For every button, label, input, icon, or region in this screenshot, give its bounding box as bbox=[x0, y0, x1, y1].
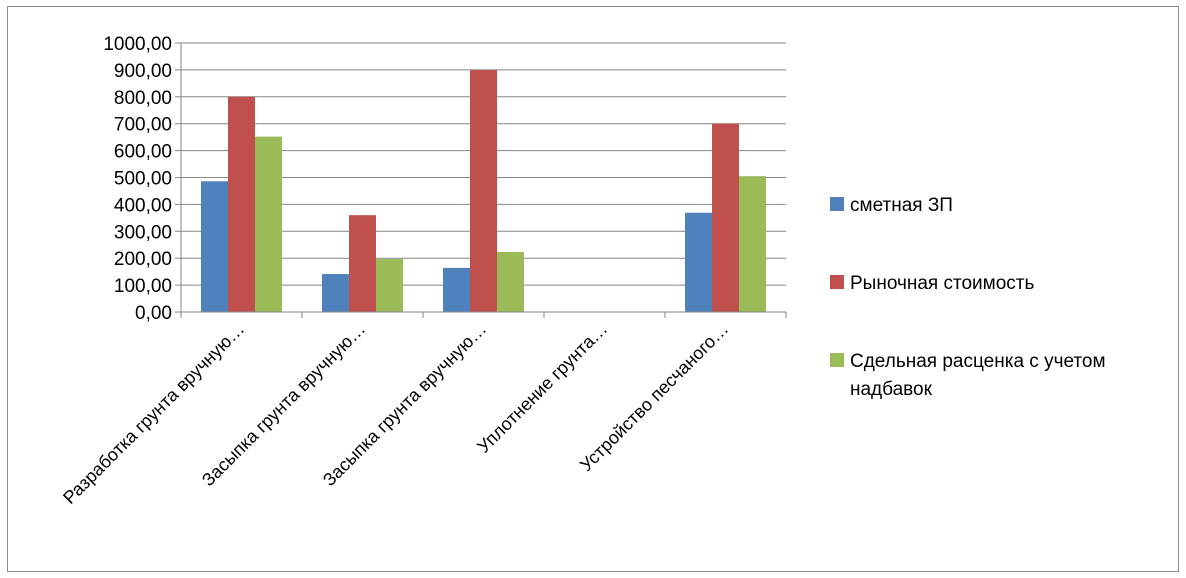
legend-label: сметная ЗП bbox=[850, 195, 953, 216]
bar bbox=[255, 136, 282, 312]
axes bbox=[175, 42, 787, 318]
y-tick-labels: 0,00 100,00 200,00 300,00 400,00 500,00 600,00… bbox=[103, 34, 172, 324]
bar bbox=[497, 252, 524, 312]
bar bbox=[685, 212, 712, 312]
bar bbox=[376, 259, 403, 312]
legend-swatch bbox=[830, 353, 844, 367]
bar bbox=[739, 176, 766, 312]
bar bbox=[443, 267, 470, 312]
legend-label: Сдельная расценка с учетом надбавок bbox=[850, 351, 1106, 400]
y-tick-label: 100,00 bbox=[114, 276, 172, 297]
legend: сметная ЗП Рыночная стоимость Сдельная рас… bbox=[830, 195, 1106, 400]
legend-swatch bbox=[830, 197, 844, 211]
y-tick-label: 400,00 bbox=[114, 195, 172, 216]
y-tick-label: 800,00 bbox=[114, 88, 172, 109]
y-tick-label: 500,00 bbox=[114, 169, 172, 190]
bar bbox=[228, 96, 255, 312]
y-tick-label: 600,00 bbox=[114, 142, 172, 163]
bar bbox=[322, 274, 349, 312]
legend-swatch bbox=[830, 275, 844, 289]
y-tick-label: 200,00 bbox=[114, 249, 172, 270]
y-tick-label: 1000,00 bbox=[103, 34, 172, 55]
y-tick-label: 0,00 bbox=[135, 303, 172, 324]
bar bbox=[201, 181, 228, 312]
bar bbox=[712, 123, 739, 312]
y-tick-label: 700,00 bbox=[114, 115, 172, 136]
bar bbox=[349, 215, 376, 312]
legend-label: Рыночная стоимость bbox=[850, 273, 1034, 294]
category-labels: Разработка грунта вручную…Засыпка грунта… bbox=[59, 319, 732, 508]
y-tick-label: 300,00 bbox=[114, 222, 172, 243]
y-tick-label: 900,00 bbox=[114, 61, 172, 82]
bars bbox=[201, 69, 766, 313]
bar bbox=[470, 69, 497, 313]
category-label: Уплотнение грунта… bbox=[473, 319, 611, 457]
